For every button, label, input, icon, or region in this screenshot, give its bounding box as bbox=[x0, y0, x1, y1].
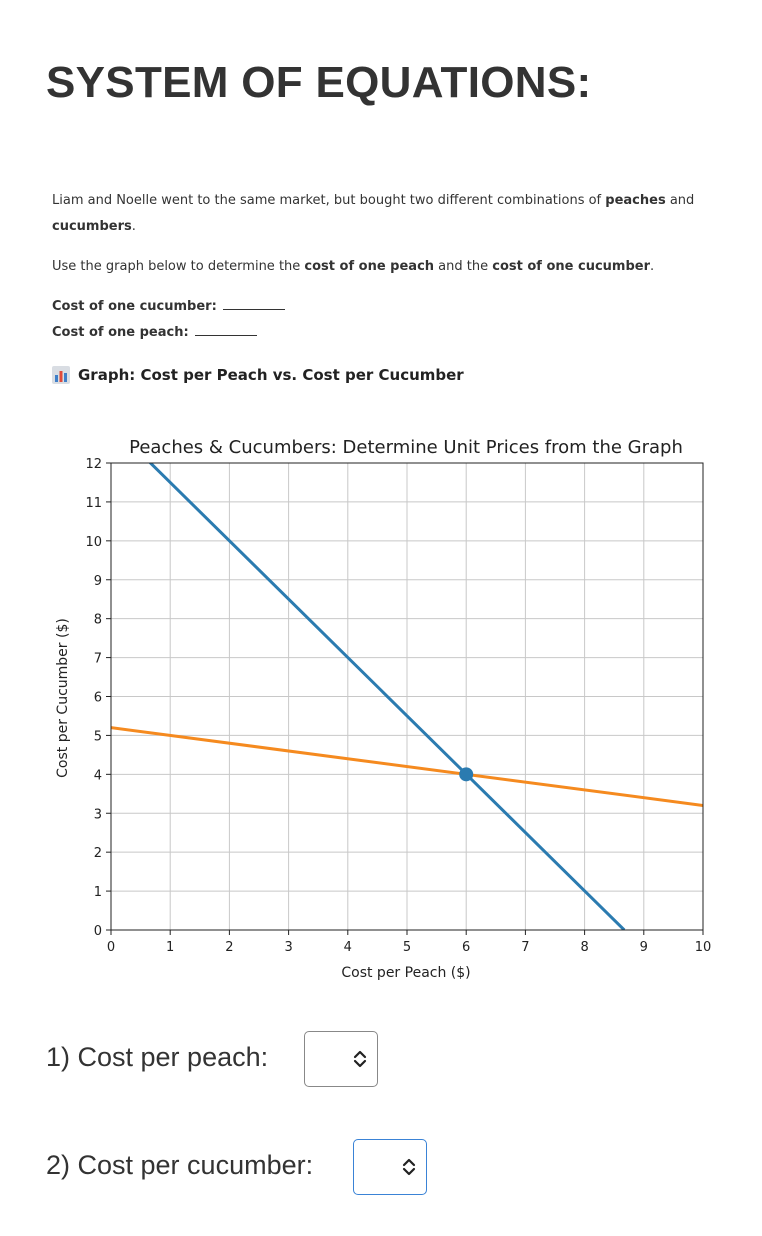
intro-bold-peaches: peaches bbox=[605, 193, 666, 208]
x-tick-label: 2 bbox=[225, 940, 233, 955]
cost-cucumber-label: Cost of one cucumber: bbox=[52, 299, 217, 314]
y-tick-label: 6 bbox=[94, 691, 102, 706]
x-tick-label: 6 bbox=[462, 940, 470, 955]
chart-title: Peaches & Cucumbers: Determine Unit Pric… bbox=[129, 437, 683, 458]
intro-bold-cucumber-cost: cost of one cucumber bbox=[492, 259, 651, 274]
intersection-point bbox=[459, 767, 474, 782]
y-tick-label: 12 bbox=[85, 457, 102, 472]
bar-chart-icon bbox=[52, 366, 70, 384]
y-tick-label: 3 bbox=[94, 807, 102, 822]
y-tick-label: 2 bbox=[94, 846, 102, 861]
intro-text: . bbox=[131, 219, 136, 234]
peach-cost-select[interactable] bbox=[304, 1031, 378, 1087]
intro-text: . bbox=[650, 259, 655, 274]
cost-peach-label: Cost of one peach: bbox=[52, 325, 189, 340]
x-tick-label: 0 bbox=[107, 940, 115, 955]
question-1-label: 1) Cost per peach: bbox=[46, 1042, 269, 1072]
y-tick-label: 8 bbox=[94, 613, 102, 628]
intro-bold-cucumbers: cucumbers bbox=[52, 219, 132, 234]
graph-heading: Graph: Cost per Peach vs. Cost per Cucum… bbox=[52, 366, 464, 384]
chevron-up-down-icon bbox=[402, 1158, 416, 1176]
chevron-up-down-icon bbox=[353, 1050, 367, 1068]
x-tick-label: 1 bbox=[166, 940, 174, 955]
x-tick-label: 10 bbox=[695, 940, 712, 955]
answer-blank bbox=[222, 297, 285, 310]
intro-text: and bbox=[665, 193, 695, 208]
x-tick-label: 4 bbox=[344, 940, 352, 955]
y-tick-label: 7 bbox=[94, 652, 102, 667]
intro-text: Liam and Noelle went to the same market,… bbox=[52, 193, 606, 208]
x-tick-label: 8 bbox=[580, 940, 588, 955]
series-line-1 bbox=[148, 463, 626, 930]
problem-intro: Liam and Noelle went to the same market,… bbox=[52, 188, 722, 346]
price-chart: Peaches & Cucumbers: Determine Unit Pric… bbox=[55, 437, 712, 981]
y-tick-label: 9 bbox=[94, 574, 102, 589]
page-title: SYSTEM OF EQUATIONS: bbox=[46, 58, 592, 107]
x-tick-label: 9 bbox=[640, 940, 648, 955]
question-2-label: 2) Cost per cucumber: bbox=[46, 1150, 314, 1180]
x-tick-label: 3 bbox=[284, 940, 292, 955]
plot-frame bbox=[110, 462, 704, 931]
y-axis-label: Cost per Cucumber ($) bbox=[55, 618, 71, 778]
intro-text: and the bbox=[434, 259, 493, 274]
x-axis-label: Cost per Peach ($) bbox=[341, 965, 470, 981]
x-tick-label: 5 bbox=[403, 940, 411, 955]
x-tick-label: 7 bbox=[521, 940, 529, 955]
y-tick-label: 11 bbox=[85, 496, 102, 511]
y-tick-label: 4 bbox=[94, 768, 102, 783]
graph-heading-text: Graph: Cost per Peach vs. Cost per Cucum… bbox=[78, 366, 464, 384]
cost-peach-line: Cost of one peach: bbox=[52, 320, 722, 346]
cost-cucumber-line: Cost of one cucumber: bbox=[52, 294, 722, 320]
y-tick-label: 0 bbox=[94, 924, 102, 939]
intro-paragraph-2: Use the graph below to determine the cos… bbox=[52, 254, 722, 280]
intro-paragraph-1: Liam and Noelle went to the same market,… bbox=[52, 188, 722, 240]
cucumber-cost-select[interactable] bbox=[353, 1139, 427, 1195]
y-tick-label: 10 bbox=[85, 535, 102, 550]
y-tick-label: 1 bbox=[94, 885, 102, 900]
intro-text: Use the graph below to determine the bbox=[52, 259, 305, 274]
answer-blank bbox=[194, 323, 257, 336]
series-line-2 bbox=[111, 726, 703, 807]
y-tick-label: 5 bbox=[94, 729, 102, 744]
intro-bold-peach-cost: cost of one peach bbox=[304, 259, 435, 274]
